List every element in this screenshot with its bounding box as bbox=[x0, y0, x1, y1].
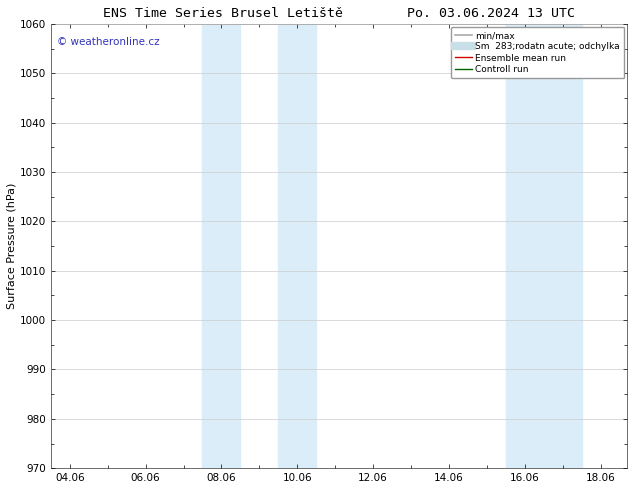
Bar bbox=[506, 24, 543, 468]
Title: ENS Time Series Brusel Letiště        Po. 03.06.2024 13 UTC: ENS Time Series Brusel Letiště Po. 03.06… bbox=[103, 7, 575, 20]
Bar bbox=[202, 24, 240, 468]
Bar bbox=[543, 24, 581, 468]
Bar bbox=[278, 24, 316, 468]
Legend: min/max, Sm  283;rodatn acute; odchylka, Ensemble mean run, Controll run: min/max, Sm 283;rodatn acute; odchylka, … bbox=[451, 26, 624, 78]
Text: © weatheronline.cz: © weatheronline.cz bbox=[56, 37, 159, 47]
Y-axis label: Surface Pressure (hPa): Surface Pressure (hPa) bbox=[7, 183, 17, 309]
